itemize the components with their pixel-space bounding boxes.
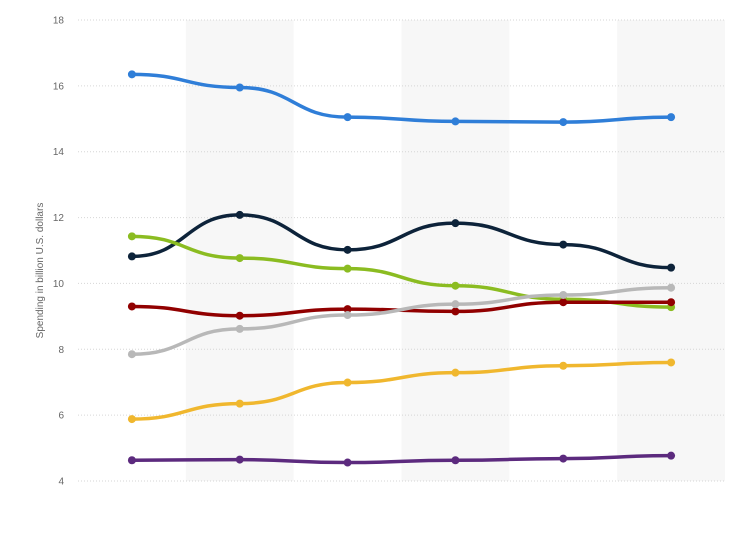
data-point: [667, 298, 676, 307]
series-line: [130, 285, 673, 356]
data-point: [343, 378, 352, 387]
series-group: [127, 70, 676, 467]
series-5: [127, 283, 676, 359]
plot-band: [617, 20, 725, 481]
y-tick-label: 12: [53, 213, 65, 224]
data-point: [343, 311, 352, 320]
data-point: [559, 361, 568, 370]
data-point: [235, 399, 244, 408]
y-tick-label: 14: [53, 147, 65, 158]
data-point: [559, 298, 568, 307]
y-tick-label: 8: [58, 345, 64, 356]
data-point: [559, 118, 568, 127]
plot-bands: [185, 20, 725, 481]
y-tick-label: 16: [53, 81, 65, 92]
data-point: [127, 232, 136, 241]
data-point: [235, 324, 244, 333]
data-point: [127, 252, 136, 261]
data-point: [343, 113, 352, 122]
data-point: [343, 264, 352, 273]
data-point: [343, 305, 352, 314]
data-point: [451, 368, 460, 377]
series-line: [130, 72, 673, 124]
data-point: [235, 455, 244, 464]
data-point: [235, 210, 244, 219]
data-point: [235, 254, 244, 263]
data-point: [667, 263, 676, 272]
data-point: [343, 245, 352, 254]
data-point: [559, 454, 568, 463]
series-line: [130, 234, 673, 309]
series-line: [130, 360, 673, 421]
data-point: [235, 83, 244, 92]
data-point: [235, 311, 244, 320]
series-7: [127, 451, 676, 467]
data-point: [127, 415, 136, 424]
series-2: [127, 210, 676, 272]
data-point: [667, 451, 676, 460]
data-point: [451, 281, 460, 290]
y-tick-label: 4: [58, 477, 64, 488]
data-point: [667, 113, 676, 122]
y-tick-label: 10: [53, 279, 65, 290]
data-point: [451, 219, 460, 228]
y-axis-ticks: 4 6 8 10 12 14 16 18: [53, 16, 65, 488]
data-point: [451, 300, 460, 309]
data-point: [127, 456, 136, 465]
plot-band: [401, 20, 510, 481]
data-point: [451, 117, 460, 126]
data-point: [343, 458, 352, 467]
data-point: [559, 240, 568, 249]
series-line: [130, 453, 673, 465]
data-point: [451, 307, 460, 316]
data-point: [559, 290, 568, 299]
data-point: [127, 70, 136, 79]
data-point: [451, 456, 460, 465]
series-6: [127, 358, 676, 424]
data-point: [127, 350, 136, 359]
data-point: [127, 302, 136, 311]
data-point: [667, 358, 676, 367]
series-line: [130, 213, 673, 270]
y-tick-label: 18: [53, 16, 65, 27]
data-point: [667, 283, 676, 292]
y-axis-title: Spending in billion U.S. dollars: [35, 203, 46, 339]
series-1: [127, 70, 676, 127]
y-tick-label: 6: [58, 411, 64, 422]
